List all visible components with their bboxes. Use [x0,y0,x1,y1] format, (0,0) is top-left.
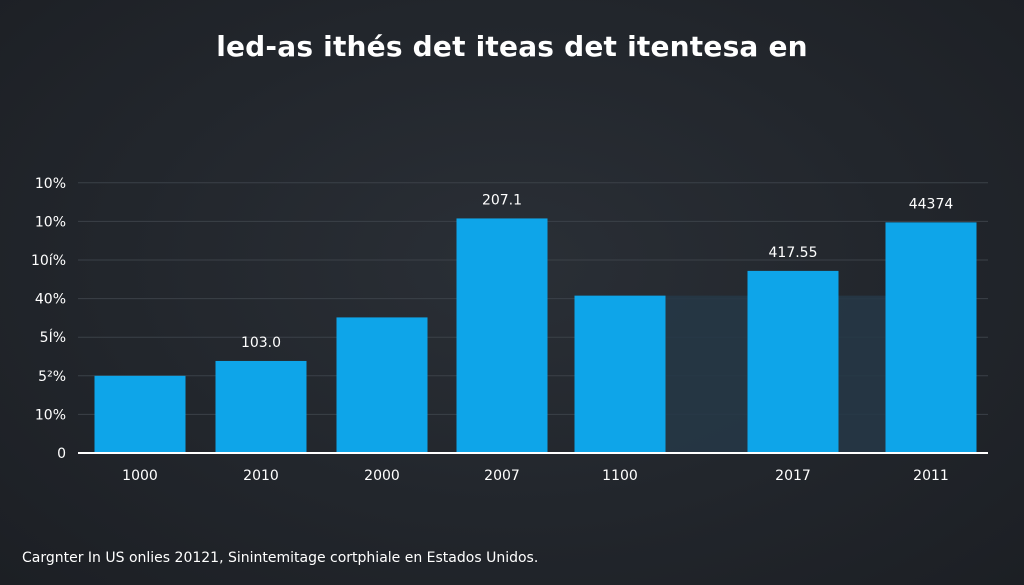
y-tick-label: 10% [35,214,66,230]
x-tick-label: 1000 [122,468,158,484]
y-tick-label: 10% [35,407,66,423]
x-tick-label: 1100 [602,468,638,484]
chart-footnote: Cargnter In US onlies 20121, Sinintemita… [22,550,539,566]
bar-2017 [747,270,839,453]
x-tick-label: 2007 [484,468,520,484]
data-label: 103.0 [241,335,281,351]
y-tick-label: 40% [35,292,66,308]
data-label: 207.1 [482,192,522,208]
bar-2011 [885,222,977,453]
data-label: 44374 [909,196,954,212]
bar-2010 [215,360,307,453]
x-tick-label: 2000 [364,468,400,484]
x-tick-label: 2010 [243,468,279,484]
x-tick-label: 2017 [775,468,811,484]
bar-1000 [94,375,186,453]
y-tick-label: 10% [35,176,66,192]
bar-2000 [336,317,428,453]
bar-2007 [456,218,548,453]
chart-title: led-as ithés det iteas det itentesa en [216,30,808,63]
y-tick-label: 5Í% [40,329,66,346]
y-tick-label: 10í% [31,253,66,269]
y-tick-label: 0 [57,446,66,462]
bar-1100 [574,295,666,453]
y-tick-label: 5²% [38,369,66,385]
data-label: 417.55 [769,245,818,261]
x-tick-label: 2011 [913,468,949,484]
